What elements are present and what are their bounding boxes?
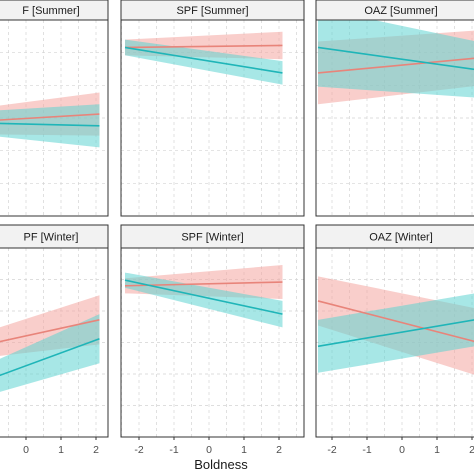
panel-plot-area (121, 248, 304, 437)
facet-strip (315, 224, 474, 249)
teal-trend-line (317, 319, 474, 348)
panel-plot-area (0, 248, 108, 437)
panel-plot-area (121, 20, 304, 216)
facet-strip (0, 0, 109, 21)
x-tick-label: 1 (58, 444, 64, 456)
x-tick-label: 0 (206, 444, 212, 456)
facet-strip-label: OAZ [Winter] (369, 232, 433, 244)
facet-panel: PF [Winter] 0 1 2 (0, 224, 109, 456)
x-tick-label: 1 (241, 444, 247, 456)
x-tick-label: 1 (434, 444, 440, 456)
facet-strip-label: SPF [Winter] (181, 232, 243, 244)
x-tick-label: -1 (362, 444, 371, 456)
x-tick-label: 2 (276, 444, 282, 456)
facet-strip-label: OAZ [Summer] (364, 5, 437, 17)
facet-strip-label: PF [Winter] (23, 232, 78, 244)
x-tick-label: 2 (93, 444, 99, 456)
red-trend-line (0, 113, 100, 121)
red-trend-line (317, 57, 474, 74)
x-tick-label: 2 (469, 444, 474, 456)
facet-strip-label: SPF [Summer] (176, 5, 248, 17)
panel-plot-area (316, 248, 474, 437)
facet-strip (120, 224, 305, 249)
facet-strip (315, 0, 474, 21)
facet-strip-label: F [Summer] (22, 5, 79, 17)
panel-plot-area (0, 20, 108, 216)
teal-trend-line (0, 337, 100, 377)
x-tick-label: -2 (134, 444, 143, 456)
panel-plot-area (316, 20, 474, 216)
facet-strip (120, 0, 305, 21)
teal-confidence-band (125, 272, 283, 328)
x-tick-label: 0 (399, 444, 405, 456)
red-trend-line (0, 319, 100, 343)
teal-confidence-band (0, 314, 100, 392)
red-trend-line (124, 44, 283, 49)
red-trend-line (317, 300, 474, 343)
teal-trend-line (124, 279, 283, 315)
teal-confidence-band (125, 39, 283, 85)
facet-panel: F [Summer] (0, 0, 109, 217)
x-tick-label: -2 (327, 444, 336, 456)
teal-trend-line (317, 46, 474, 71)
teal-trend-line (124, 46, 283, 74)
x-axis-title: Boldness (194, 457, 248, 472)
facet-panel: SPF [Winter] -2 -1 0 1 2 (120, 224, 305, 456)
teal-trend-line (0, 122, 100, 127)
facet-panel: OAZ [Winter] -2 -1 0 1 2 (315, 224, 474, 456)
x-tick-label: -1 (169, 444, 178, 456)
facet-panel: OAZ [Summer] (315, 0, 474, 217)
panels-layer: F [Summer] SPF [Summer] OAZ [Summer] PF [Wi… (0, 0, 474, 456)
facet-panel: SPF [Summer] (120, 0, 305, 217)
x-tick-label: 0 (23, 444, 29, 456)
facet-strip (0, 224, 109, 249)
